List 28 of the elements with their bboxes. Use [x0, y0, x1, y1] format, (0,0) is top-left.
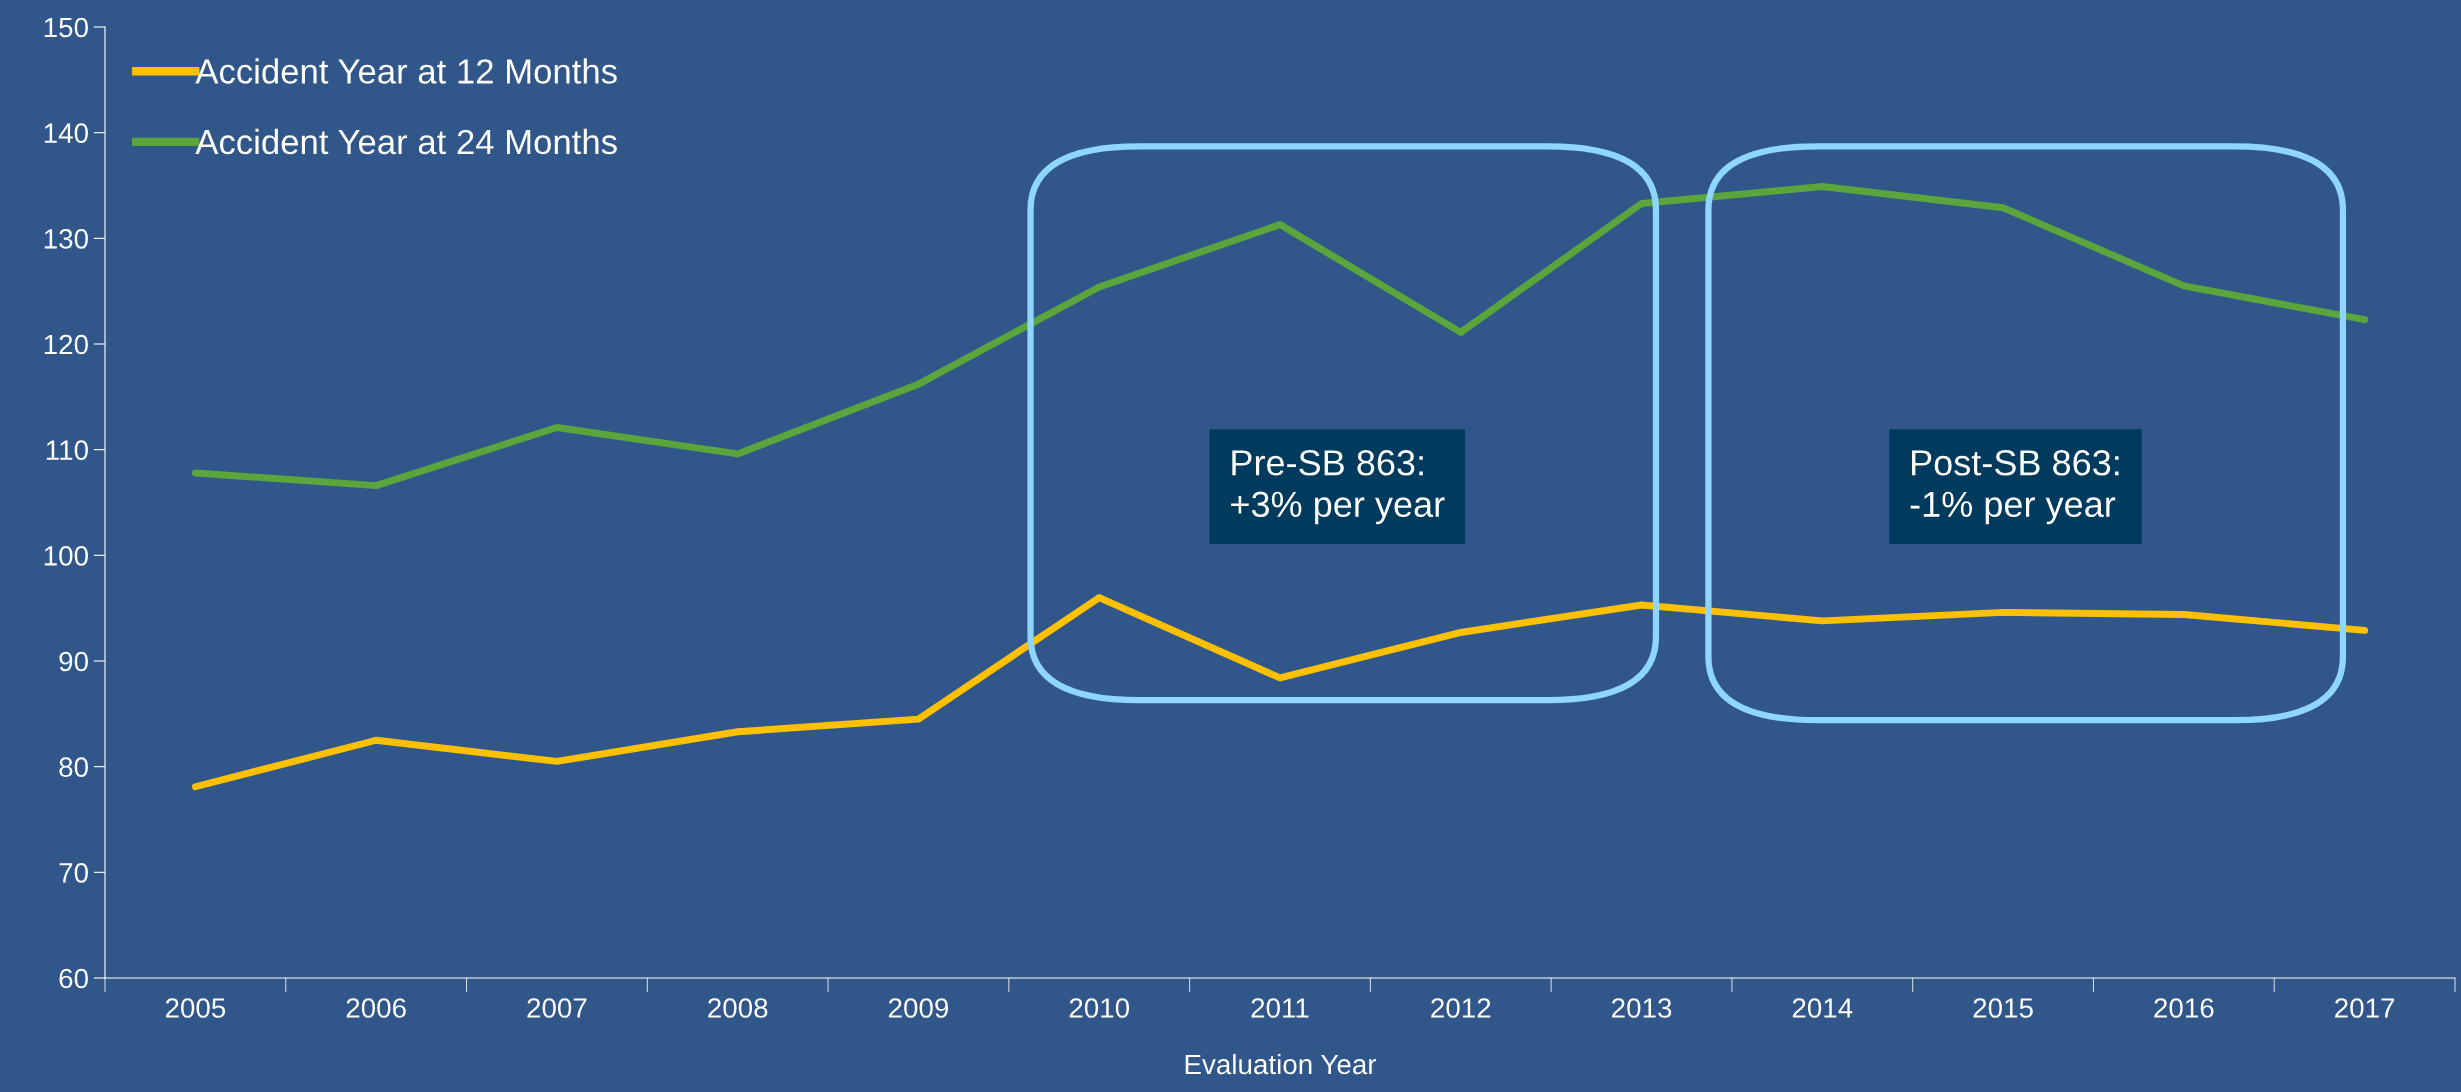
- y-tick-label: 60: [59, 968, 88, 989]
- x-tick-label: 2014: [1792, 998, 1853, 1018]
- x-tick-label: 2006: [346, 998, 406, 1018]
- x-tick-label: 2015: [1973, 998, 2033, 1018]
- x-tick-label: 2013: [1612, 998, 1672, 1018]
- annotation: Pre-SB 863: +3% per year: [1231, 450, 1445, 525]
- legend-label: Accident Year at 12 Months: [195, 58, 617, 84]
- y-tick-label: 100: [44, 546, 88, 566]
- y-tick-label: 130: [44, 229, 88, 249]
- x-tick-label: 2009: [888, 998, 949, 1018]
- x-tick-label: 2010: [1069, 998, 1130, 1018]
- y-tick-label: 120: [44, 334, 88, 355]
- x-tick-label: 2012: [1431, 998, 1491, 1018]
- y-tick-label: 70: [59, 863, 88, 883]
- y-tick-label: 80: [59, 757, 88, 778]
- y-tick-label: 140: [44, 123, 88, 144]
- x-tick-label: 2005: [165, 998, 226, 1018]
- y-tick-label: 110: [46, 440, 88, 461]
- y-tick-label: 90: [59, 651, 88, 672]
- x-axis-title: Evaluation Year: [1185, 1053, 1377, 1075]
- x-tick-label: 2011: [1251, 998, 1309, 1018]
- x-tick-label: 2016: [2154, 998, 2214, 1018]
- y-tick-label: 150: [44, 17, 88, 38]
- legend-label: Accident Year at 24 Months: [195, 128, 617, 155]
- x-tick-label: 2008: [708, 998, 768, 1018]
- annotation: Post-SB 863: -1% per year: [1910, 450, 2119, 525]
- x-tick-label: 2017: [2335, 998, 2395, 1018]
- x-tick-label: 2007: [527, 998, 587, 1018]
